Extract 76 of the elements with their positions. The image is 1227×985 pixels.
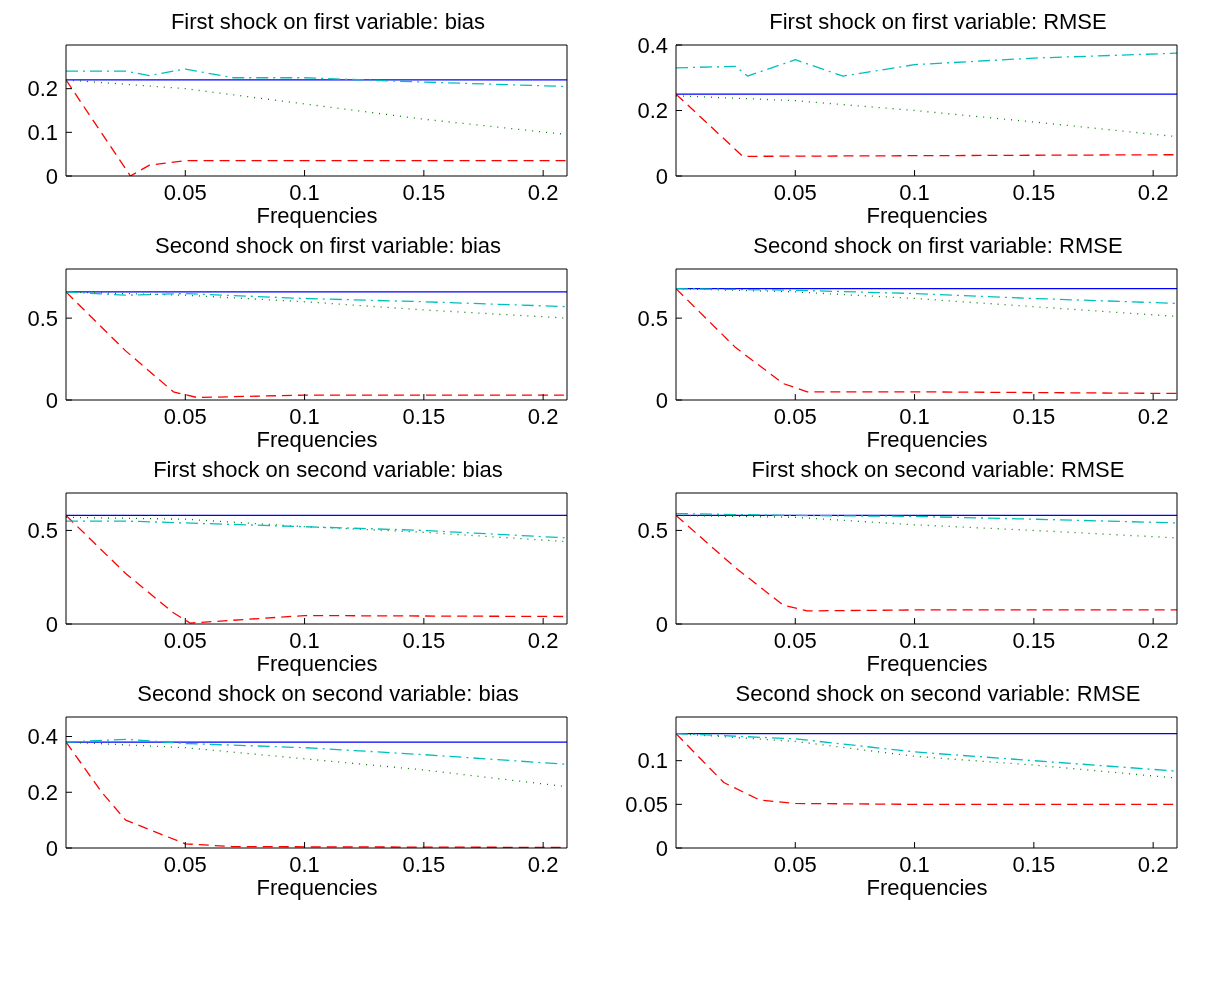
line-series <box>676 512 1177 524</box>
y-tick-label: 0.5 <box>27 305 58 331</box>
y-tick-label: 0 <box>655 163 668 189</box>
y-tick-label: 0.1 <box>27 120 58 146</box>
x-tick-label: 0.15 <box>1012 627 1056 653</box>
x-tick-label: 0.05 <box>773 627 817 653</box>
y-tick-label: 0.5 <box>27 518 58 544</box>
x-tick-label: 0.2 <box>1137 179 1169 205</box>
x-tick-label: 0.1 <box>289 851 320 877</box>
x-tick-label: 0.2 <box>527 851 559 877</box>
x-tick-label: 0.2 <box>527 179 559 205</box>
x-tick-label: 0.05 <box>773 403 817 429</box>
x-tick-label: 0.15 <box>402 179 446 205</box>
x-tick-label: 0.1 <box>899 851 930 877</box>
chart-title: Second shock on first variable: bias <box>153 232 503 260</box>
y-tick-label: 0 <box>45 835 58 861</box>
line-series <box>676 514 1177 612</box>
x-axis-title: Frequencies <box>865 203 989 230</box>
x-axis-title: Frequencies <box>865 427 989 454</box>
line-series <box>676 52 1177 77</box>
x-tick-label: 0.15 <box>1012 851 1056 877</box>
y-tick-label: 0.2 <box>637 98 668 124</box>
x-axis-title: Frequencies <box>255 427 379 454</box>
x-tick-label: 0.05 <box>163 627 207 653</box>
x-tick-label: 0.2 <box>1137 851 1169 877</box>
chart-title: First shock on second variable: bias <box>152 456 504 484</box>
x-tick-label: 0.2 <box>527 403 559 429</box>
x-tick-label: 0.1 <box>899 179 930 205</box>
chart-title: Second shock on first variable: RMSE <box>752 232 1124 260</box>
line-series <box>676 93 1177 157</box>
x-tick-label: 0.05 <box>773 851 817 877</box>
x-tick-label: 0.1 <box>289 627 320 653</box>
x-axis-title: Frequencies <box>255 203 379 230</box>
x-axis-title: Frequencies <box>255 651 379 678</box>
y-tick-label: 0.5 <box>637 518 668 544</box>
chart-title: Second shock on second variable: RMSE <box>734 680 1142 708</box>
x-tick-label: 0.05 <box>163 179 207 205</box>
y-tick-label: 0 <box>45 163 58 189</box>
line-series <box>676 288 1177 305</box>
x-tick-label: 0.1 <box>289 179 320 205</box>
line-series <box>66 291 567 308</box>
y-tick-label: 0 <box>655 611 668 637</box>
x-axis-title: Frequencies <box>255 875 379 902</box>
y-tick-label: 0.4 <box>637 32 668 58</box>
y-tick-label: 0.2 <box>27 76 58 102</box>
chart-title: First shock on second variable: RMSE <box>750 456 1126 484</box>
y-tick-label: 0.1 <box>637 748 668 774</box>
line-series <box>66 738 567 766</box>
x-tick-label: 0.2 <box>527 627 559 653</box>
x-tick-label: 0.05 <box>773 179 817 205</box>
x-tick-label: 0.2 <box>1137 627 1169 653</box>
y-tick-label: 0 <box>655 835 668 861</box>
y-tick-label: 0.05 <box>625 792 668 818</box>
y-tick-label: 0.5 <box>637 305 668 331</box>
x-tick-label: 0.15 <box>1012 403 1056 429</box>
x-tick-label: 0.15 <box>402 627 446 653</box>
x-tick-label: 0.1 <box>289 403 320 429</box>
x-tick-label: 0.05 <box>163 403 207 429</box>
y-tick-label: 0.2 <box>27 780 58 806</box>
chart-title: Second shock on second variable: bias <box>136 680 520 708</box>
x-tick-label: 0.2 <box>1137 403 1169 429</box>
y-tick-label: 0 <box>655 387 668 413</box>
chart-title: First shock on first variable: bias <box>169 8 487 36</box>
x-tick-label: 0.05 <box>163 851 207 877</box>
y-tick-label: 0 <box>45 611 58 637</box>
x-tick-label: 0.1 <box>899 627 930 653</box>
x-tick-label: 0.15 <box>402 403 446 429</box>
x-axis-title: Frequencies <box>865 651 989 678</box>
y-tick-label: 0.4 <box>27 724 58 750</box>
x-tick-label: 0.15 <box>402 851 446 877</box>
chart-title: First shock on first variable: RMSE <box>769 9 1107 34</box>
y-tick-label: 0 <box>45 387 58 413</box>
x-tick-label: 0.15 <box>1012 179 1056 205</box>
x-axis-title: Frequencies <box>865 875 989 902</box>
x-tick-label: 0.1 <box>899 403 930 429</box>
line-series <box>676 288 1177 395</box>
